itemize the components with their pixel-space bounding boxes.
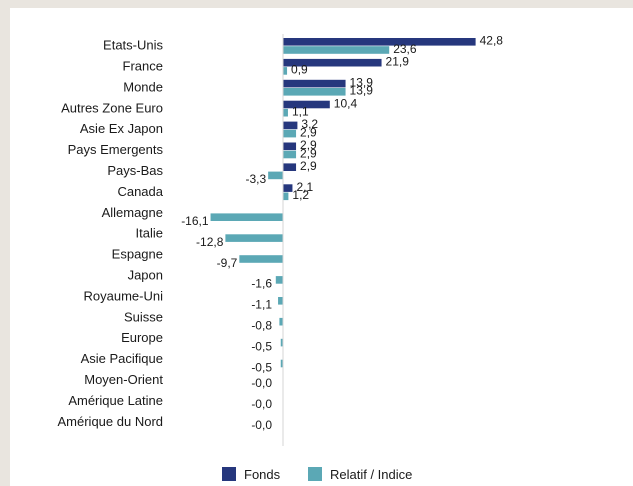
bar-relatif — [279, 318, 283, 326]
value-label: 0,9 — [291, 63, 308, 77]
bar-relatif — [268, 172, 283, 180]
bar-relatif — [225, 234, 283, 242]
category-label: Moyen-Orient — [84, 372, 163, 387]
category-label: Espagne — [112, 247, 163, 262]
value-label: -16,1 — [181, 214, 209, 228]
bars — [211, 38, 476, 367]
chart-panel: Etats-Unis France Monde Autres Zone Euro Asi… — [10, 8, 633, 486]
bar-relatif — [283, 46, 389, 54]
value-label: -1,6 — [251, 277, 272, 291]
category-label: Amérique du Nord — [58, 414, 164, 429]
bar-relatif — [278, 297, 283, 305]
category-label: Pays Emergents — [68, 142, 164, 157]
value-label: -0,5 — [251, 339, 272, 353]
value-label: 10,4 — [334, 96, 358, 110]
value-label: -0,8 — [251, 319, 272, 333]
category-labels: Etats-Unis France Monde Autres Zone Euro Asi… — [58, 38, 164, 429]
value-label: -1,1 — [251, 298, 272, 312]
category-label: Japon — [128, 268, 163, 283]
value-label: -12,8 — [196, 235, 224, 249]
bar-relatif — [283, 109, 288, 117]
value-label: 21,9 — [386, 55, 410, 69]
legend-swatch-relatif — [308, 467, 322, 481]
bar-relatif — [283, 151, 296, 159]
bar-fonds — [283, 163, 296, 171]
category-label: Italie — [136, 226, 163, 241]
category-label: Suisse — [124, 309, 163, 324]
bar-relatif — [283, 67, 287, 75]
value-label: 2,9 — [300, 159, 317, 173]
category-label: Canada — [117, 184, 163, 199]
value-label: -0,0 — [251, 376, 272, 390]
bar-fonds — [283, 184, 292, 192]
bar-fonds — [283, 122, 297, 130]
bar-relatif — [283, 193, 288, 201]
legend-swatch-fonds — [222, 467, 236, 481]
category-label: Europe — [121, 330, 163, 345]
value-label: -0,0 — [251, 397, 272, 411]
category-label: Amérique Latine — [68, 393, 163, 408]
bar-relatif — [283, 130, 296, 138]
category-label: Royaume-Uni — [84, 288, 164, 303]
value-label: -0,0 — [251, 418, 272, 432]
bar-chart: Etats-Unis France Monde Autres Zone Euro Asi… — [10, 8, 633, 486]
value-label: -9,7 — [217, 256, 238, 270]
legend: Fonds Relatif / Indice — [222, 467, 412, 482]
bar-fonds — [283, 143, 296, 151]
value-label: -3,3 — [245, 172, 266, 186]
legend-label-relatif: Relatif / Indice — [330, 467, 412, 482]
bar-relatif — [283, 88, 346, 96]
bar-fonds — [283, 38, 476, 46]
category-label: Autres Zone Euro — [61, 100, 163, 115]
category-label: Pays-Bas — [107, 163, 163, 178]
legend-label-fonds: Fonds — [244, 467, 281, 482]
category-label: Etats-Unis — [103, 38, 163, 53]
bar-relatif — [239, 255, 283, 263]
value-label: 1,2 — [292, 188, 309, 202]
value-label: 42,8 — [480, 34, 504, 48]
category-label: Allemagne — [102, 205, 163, 220]
category-label: France — [123, 59, 163, 74]
category-label: Monde — [123, 79, 163, 94]
bar-relatif — [276, 276, 283, 284]
category-label: Asie Pacifique — [81, 351, 163, 366]
bar-relatif — [211, 213, 283, 221]
bar-fonds — [283, 80, 346, 88]
value-label: -0,5 — [251, 360, 272, 374]
category-label: Asie Ex Japon — [80, 121, 163, 136]
